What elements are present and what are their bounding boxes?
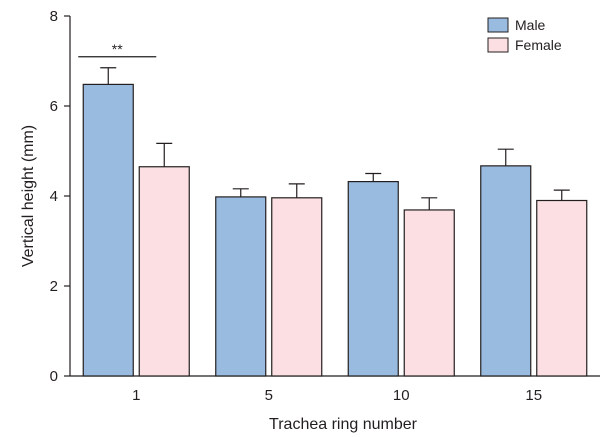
y-tick-label: 2 (50, 278, 58, 295)
y-axis-title: Vertical height (mm) (20, 125, 37, 267)
y-tick-label: 0 (50, 368, 58, 385)
bar (271, 197, 323, 377)
y-tick-label: 6 (50, 98, 58, 115)
bar (347, 181, 399, 377)
bar (215, 196, 267, 377)
legend-label: Male (515, 17, 546, 33)
y-tick-label: 8 (50, 8, 58, 25)
bar (138, 166, 190, 377)
bar (480, 165, 532, 377)
bar (403, 209, 455, 377)
legend-swatch (487, 37, 509, 53)
x-tick-label: 5 (265, 387, 273, 404)
significance-label: ** (112, 41, 123, 57)
bar (536, 199, 588, 377)
x-tick-label: 15 (525, 387, 542, 404)
bar (82, 83, 134, 377)
legend: Male Female (487, 17, 562, 53)
bars: ** (78, 41, 588, 377)
y-tick-label: 4 (50, 188, 58, 205)
x-axis-title: Trachea ring number (269, 416, 418, 433)
legend-swatch (487, 17, 509, 33)
x-tick-label: 10 (393, 387, 410, 404)
x-tick-label: 1 (132, 387, 140, 404)
legend-label: Female (515, 37, 562, 53)
